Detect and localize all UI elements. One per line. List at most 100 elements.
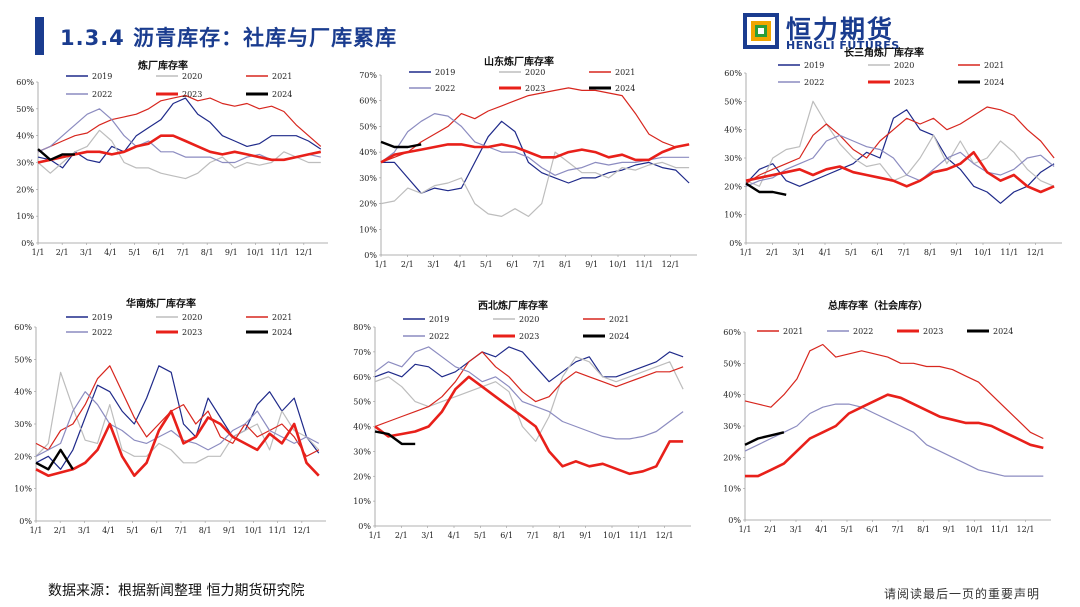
legend-label-2021: 2021: [609, 315, 629, 324]
logo-mark-icon: [743, 13, 779, 49]
x-tick-label: 12/1: [656, 531, 674, 540]
y-tick-label: 60%: [14, 323, 32, 332]
legend-label-2022: 2022: [435, 84, 455, 93]
series-line-2023: [380, 143, 690, 164]
x-tick-label: 1/1: [375, 260, 388, 269]
y-tick-label: 50%: [353, 398, 371, 407]
series-line-2022: [744, 403, 1044, 477]
series-line-2022: [35, 391, 320, 457]
legend-label-2024: 2024: [615, 84, 635, 93]
series-line-2023: [745, 393, 1044, 478]
legend-label-2019: 2019: [804, 61, 824, 70]
chart-south-china-inventory: 华南炼厂库存率 0% 10% 20% 30% 40% 50% 60% 1/1 2/1 3/1 4/1 5…: [14, 297, 326, 535]
series-line-2023: [374, 375, 684, 476]
x-tick-label: 6/1: [150, 526, 163, 535]
y-tick-label: 0%: [728, 516, 741, 525]
x-tick-label: 11/1: [1000, 248, 1018, 257]
x-tick-label: 9/1: [943, 525, 956, 534]
logo-chinese-text: 恒力期货: [786, 15, 895, 44]
legend-label-2020: 2020: [519, 315, 539, 324]
logo-english-text: HENGLI FUTURES: [786, 39, 900, 52]
legend-label-2022: 2022: [853, 327, 873, 336]
series-line-2019: [381, 120, 690, 194]
x-tick-label: 4/1: [819, 248, 832, 257]
legend-label-2019: 2019: [92, 313, 112, 322]
data-source-note: 数据来源：根据新闻整理 恒力期货研究院: [48, 583, 305, 599]
x-tick-label: 8/1: [559, 260, 572, 269]
chart-shandong-inventory: 山东炼厂库存率 0% 10% 20% 30% 40% 50% 60% 70% 1/1 2/1 3/1 4…: [359, 55, 697, 269]
x-tick-label: 5/1: [128, 248, 141, 257]
x-tick-label: 12/1: [1027, 248, 1045, 257]
series-line-2019: [745, 109, 1055, 204]
legend-label-2024: 2024: [993, 327, 1013, 336]
x-tick-label: 3/1: [80, 248, 93, 257]
x-tick-label: 8/1: [199, 526, 212, 535]
y-tick-label: 20%: [359, 200, 377, 209]
series-line-2021: [380, 87, 690, 163]
series-line-2020: [380, 151, 690, 217]
x-tick-label: 1/1: [32, 248, 45, 257]
x-tick-label: 9/1: [223, 526, 236, 535]
y-tick-label: 60%: [16, 78, 34, 87]
series-line-2023: [35, 409, 320, 477]
series-line-2020: [374, 356, 684, 442]
x-tick-label: 10/1: [603, 531, 621, 540]
series-line-2022: [380, 112, 690, 176]
x-tick-label: 9/1: [225, 248, 238, 257]
y-tick-label: 40%: [724, 126, 742, 135]
x-tick-label: 4/1: [102, 526, 115, 535]
y-tick-label: 10%: [359, 225, 377, 234]
legend-label-2023: 2023: [525, 84, 545, 93]
x-tick-label: 10/1: [966, 525, 984, 534]
x-tick-label: 7/1: [898, 248, 911, 257]
x-tick-label: 5/1: [845, 248, 858, 257]
y-tick-label: 0%: [729, 239, 742, 248]
y-tick-label: 50%: [16, 105, 34, 114]
y-tick-label: 0%: [364, 251, 377, 260]
legend-label-2019: 2019: [92, 72, 112, 81]
x-tick-label: 2/1: [401, 260, 414, 269]
x-tick-label: 4/1: [104, 248, 117, 257]
y-tick-label: 70%: [353, 348, 371, 357]
x-tick-label: 3/1: [78, 526, 91, 535]
y-tick-label: 40%: [353, 423, 371, 432]
x-tick-label: 8/1: [201, 248, 214, 257]
legend-label-2023: 2023: [894, 78, 914, 87]
chart-northwest-inventory: 西北炼厂库存率 0% 10% 20% 30% 40% 50% 60% 70% 80% 1/1 2/1 3…: [353, 299, 691, 540]
legend-label-2022: 2022: [804, 78, 824, 87]
y-tick-label: 50%: [14, 355, 32, 364]
series-line-2024: [380, 140, 422, 149]
legend-label-2024: 2024: [609, 332, 629, 341]
chart-total-social-inventory: 总库存率（社会库存） 0% 10% 20% 30% 40% 50% 60% 1/1 2/1 3/1 4…: [723, 299, 1051, 534]
y-tick-label: 10%: [14, 485, 32, 494]
series-line-2022: [745, 134, 1055, 187]
x-tick-label: 11/1: [635, 260, 653, 269]
x-tick-label: 5/1: [480, 260, 493, 269]
x-tick-label: 3/1: [421, 531, 434, 540]
series-line-2023: [37, 134, 322, 164]
x-tick-label: 7/1: [175, 526, 188, 535]
y-tick-label: 30%: [723, 422, 741, 431]
y-tick-label: 0%: [358, 522, 371, 531]
x-tick-label: 11/1: [269, 526, 287, 535]
y-tick-label: 60%: [724, 69, 742, 78]
legend-label-2022: 2022: [92, 328, 112, 337]
x-tick-label: 12/1: [662, 260, 680, 269]
y-tick-label: 10%: [723, 485, 741, 494]
y-tick-label: 20%: [14, 452, 32, 461]
y-tick-label: 50%: [359, 122, 377, 131]
y-tick-label: 20%: [16, 185, 34, 194]
y-tick-label: 50%: [724, 97, 742, 106]
series-line-2021: [35, 365, 320, 457]
x-tick-label: 10/1: [609, 260, 627, 269]
x-tick-label: 12/1: [295, 248, 313, 257]
legend-label-2023: 2023: [923, 327, 943, 336]
x-tick-label: 7/1: [527, 531, 540, 540]
x-tick-label: 5/1: [841, 525, 854, 534]
x-tick-label: 3/1: [792, 248, 805, 257]
series-line-2019: [374, 346, 684, 383]
legend-label-2019: 2019: [429, 315, 449, 324]
x-tick-label: 5/1: [474, 531, 487, 540]
series-line-2021: [744, 343, 1044, 440]
chart-title: 华南炼厂库存率: [126, 297, 196, 310]
